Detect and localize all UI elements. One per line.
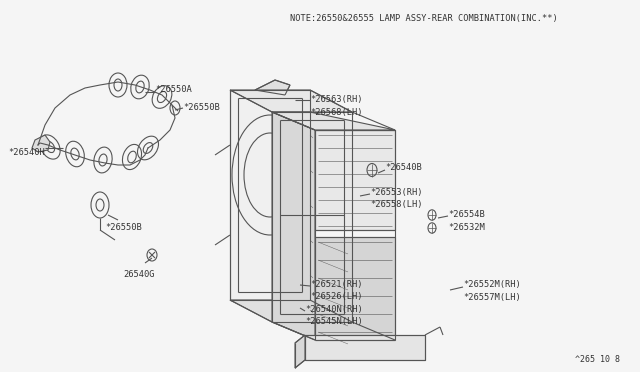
Polygon shape [272, 112, 395, 130]
Text: *26558(LH): *26558(LH) [370, 200, 422, 209]
Polygon shape [295, 335, 305, 368]
Polygon shape [255, 80, 290, 96]
Text: *26563(RH): *26563(RH) [310, 95, 362, 104]
Text: *26568(LH): *26568(LH) [310, 108, 362, 117]
Text: *26540N(RH): *26540N(RH) [305, 305, 363, 314]
Text: *26532M: *26532M [448, 223, 484, 232]
Text: *26550A: *26550A [155, 85, 192, 94]
Polygon shape [32, 135, 50, 152]
Text: *26540H: *26540H [8, 148, 45, 157]
Text: NOTE:26550&26555 LAMP ASSY-REAR COMBINATION(INC.**): NOTE:26550&26555 LAMP ASSY-REAR COMBINAT… [290, 14, 557, 23]
Text: *26554B: *26554B [448, 210, 484, 219]
Text: *26552M(RH): *26552M(RH) [463, 280, 521, 289]
Text: *26545N(LH): *26545N(LH) [305, 317, 363, 326]
Polygon shape [315, 237, 395, 340]
Polygon shape [315, 130, 395, 230]
Polygon shape [272, 112, 315, 340]
Polygon shape [230, 90, 352, 112]
Text: *26540B: *26540B [385, 163, 422, 172]
Polygon shape [230, 300, 352, 322]
Text: *26550B: *26550B [105, 223, 141, 232]
Polygon shape [230, 90, 310, 300]
Text: *26553(RH): *26553(RH) [370, 188, 422, 197]
Text: ^265 10 8: ^265 10 8 [575, 355, 620, 364]
Text: 26540G: 26540G [123, 270, 154, 279]
Text: *26557M(LH): *26557M(LH) [463, 293, 521, 302]
Text: *26550B: *26550B [183, 103, 220, 112]
Text: *26521(RH): *26521(RH) [310, 280, 362, 289]
Polygon shape [305, 335, 425, 360]
Text: *26526(LH): *26526(LH) [310, 292, 362, 301]
